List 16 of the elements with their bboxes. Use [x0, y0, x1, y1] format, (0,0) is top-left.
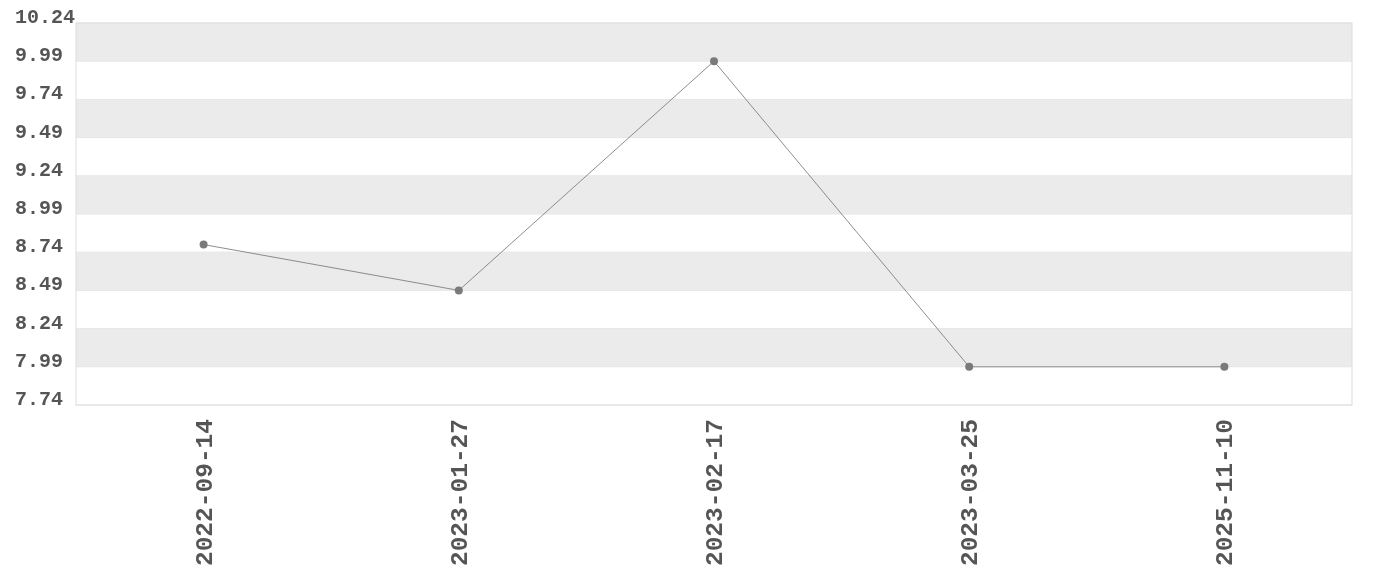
y-tick-label: 9.49 [15, 120, 64, 144]
y-tick-label: 8.24 [15, 311, 64, 335]
y-tick-label: 9.74 [15, 82, 64, 106]
y-tick-label: 8.74 [15, 235, 64, 259]
x-tick-label: 2023-03-25 [957, 419, 985, 567]
y-tick-label: 8.99 [15, 197, 64, 220]
y-tick-label: 7.74 [15, 388, 64, 411]
x-tick-label: 2022-09-14 [191, 419, 219, 567]
x-tick-label: 2023-01-27 [446, 419, 474, 567]
y-tick-label: 10.24 [15, 6, 76, 29]
x-tick-label: 2023-02-17 [702, 419, 729, 567]
y-tick-label: 8.49 [15, 273, 64, 297]
x-tick-label: 2025-11-10 [1212, 419, 1240, 567]
y-tick-label: 7.99 [15, 349, 64, 373]
y-tick-label: 9.24 [15, 158, 64, 182]
y-tick-label: 9.99 [15, 44, 64, 68]
